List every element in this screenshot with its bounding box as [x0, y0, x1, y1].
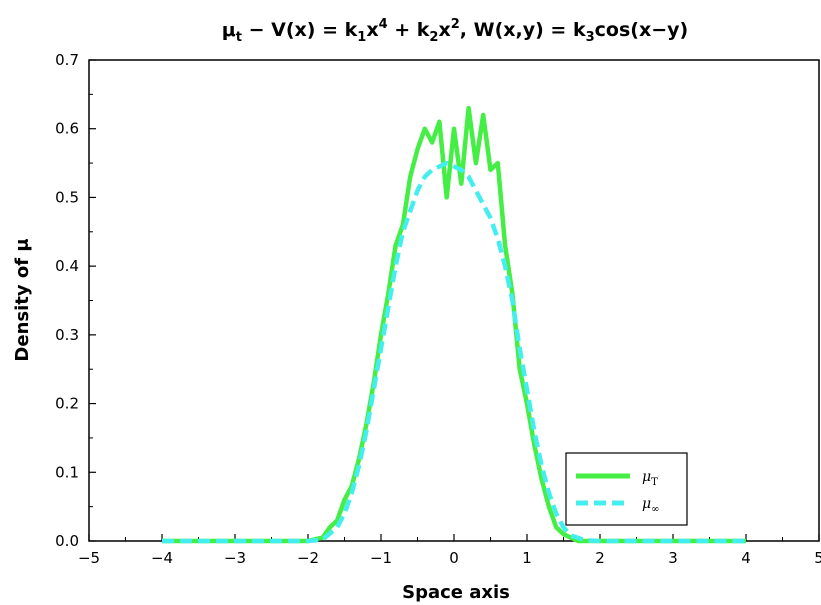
y-axis-title: Density of μ: [12, 238, 33, 361]
y-tick-label: 0.7: [55, 51, 79, 69]
x-tick-label: 3: [668, 549, 678, 567]
legend-label-mu-t: μT: [642, 469, 658, 488]
axis-ticks: −5 −4 −3 −2 −1 0 1 2 3 4 5 0.0 0.1 0.2 0.3 0.4 0.5 0.6 0.7: [55, 51, 821, 567]
y-tick-label: 0.3: [55, 326, 79, 344]
y-tick-label: 0.5: [55, 188, 79, 206]
title-part-1: − V(x) = k: [242, 19, 358, 41]
title-mu: μ: [222, 19, 236, 41]
x-tick-label: 1: [522, 549, 532, 567]
x-tick-label: −5: [78, 549, 100, 567]
title-part-6: cos(x−y): [595, 19, 689, 41]
series-layer: [162, 105, 746, 544]
title-k3-sub: 3: [586, 30, 595, 45]
x-tick-label: 0: [449, 549, 459, 567]
legend-label-mu-t-sub: T: [651, 477, 658, 488]
title-part-5: , W(x,y) = k: [460, 19, 586, 41]
x-tick-label: −3: [224, 549, 246, 567]
x-tick-label: 4: [741, 549, 751, 567]
y-tick-label: 0.2: [55, 395, 79, 413]
x-tick-label: −2: [297, 549, 319, 567]
legend-label-mu-inf-base: μ: [642, 496, 651, 512]
title-part-4: x: [438, 19, 450, 41]
x-axis-title: Space axis: [402, 582, 510, 603]
legend-label-mu-inf: μ∞: [642, 496, 659, 515]
legend-box: [565, 452, 688, 526]
x-tick-label: −1: [370, 549, 392, 567]
y-tick-label: 0.4: [55, 257, 79, 275]
title-sup-2: 2: [451, 17, 460, 32]
title-part-3: + k: [388, 19, 430, 41]
y-tick-label: 0.0: [55, 532, 79, 550]
legend-label-mu-t-base: μ: [642, 469, 651, 485]
x-tick-label: 2: [595, 549, 605, 567]
x-tick-label: −4: [151, 549, 173, 567]
y-tick-label: 0.6: [55, 120, 79, 138]
x-tick-label: 5: [814, 549, 821, 567]
legend-label-mu-inf-sub: ∞: [651, 504, 659, 515]
title-part-2: x: [366, 19, 378, 41]
y-tick-label: 0.1: [55, 463, 79, 481]
title-mu-sub: t: [236, 30, 242, 45]
legend: μT μ∞: [565, 452, 688, 526]
series-line-mu-inf: [162, 160, 746, 544]
title-k2-sub: 2: [429, 30, 438, 45]
chart-title: μt − V(x) = k1x4 + k2x2, W(x,y) = k3cos(…: [222, 17, 688, 45]
title-k1-sub: 1: [357, 30, 366, 45]
title-sup-4: 4: [379, 17, 388, 32]
